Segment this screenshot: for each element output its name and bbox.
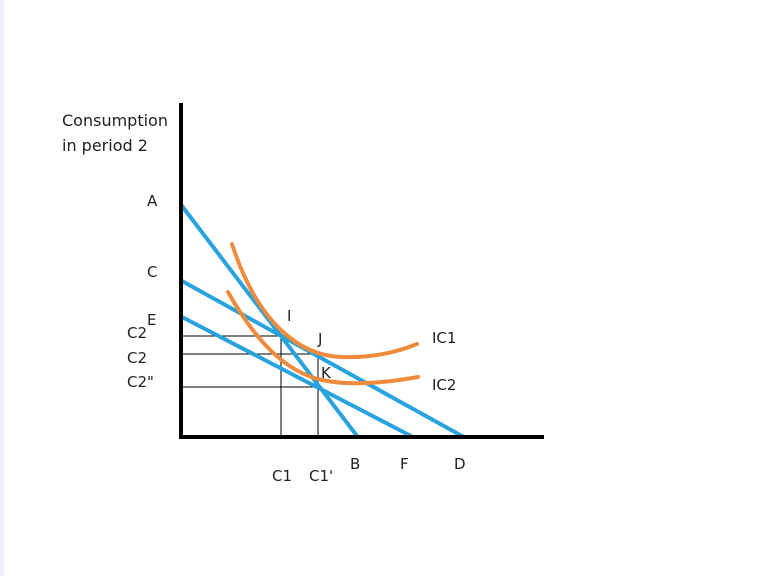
indifference-curve-ic1 xyxy=(230,242,419,360)
y-axis-label-line2: in period 2 xyxy=(62,136,148,155)
label-b: B xyxy=(350,455,360,473)
indifference-curves xyxy=(226,242,420,386)
budget-lines xyxy=(180,204,464,438)
label-c: C xyxy=(147,263,157,281)
label-c1: C1 xyxy=(272,467,292,485)
label-d: D xyxy=(454,455,466,473)
label-point-j: J xyxy=(317,330,322,348)
label-point-i: I xyxy=(287,307,291,325)
axes xyxy=(179,103,544,439)
label-a: A xyxy=(147,192,158,210)
label-c2-double-prime: C2" xyxy=(127,373,154,391)
label-f: F xyxy=(400,455,409,473)
y-axis-label-line1: Consumption xyxy=(62,111,168,130)
label-e: E xyxy=(147,311,156,329)
label-c1-prime: C1' xyxy=(309,467,333,485)
label-point-k: K xyxy=(321,364,332,382)
budget-line-ab xyxy=(180,204,359,438)
budget-line-ef xyxy=(180,315,413,438)
label-c2-middle: C2 xyxy=(127,349,147,367)
label-ic1: IC1 xyxy=(432,329,456,347)
indifference-curve-ic2 xyxy=(226,290,420,386)
label-c2-upper: C2 xyxy=(127,324,147,342)
window-edge xyxy=(0,0,4,576)
budget-line-cd xyxy=(180,279,464,438)
label-ic2: IC2 xyxy=(432,376,456,394)
